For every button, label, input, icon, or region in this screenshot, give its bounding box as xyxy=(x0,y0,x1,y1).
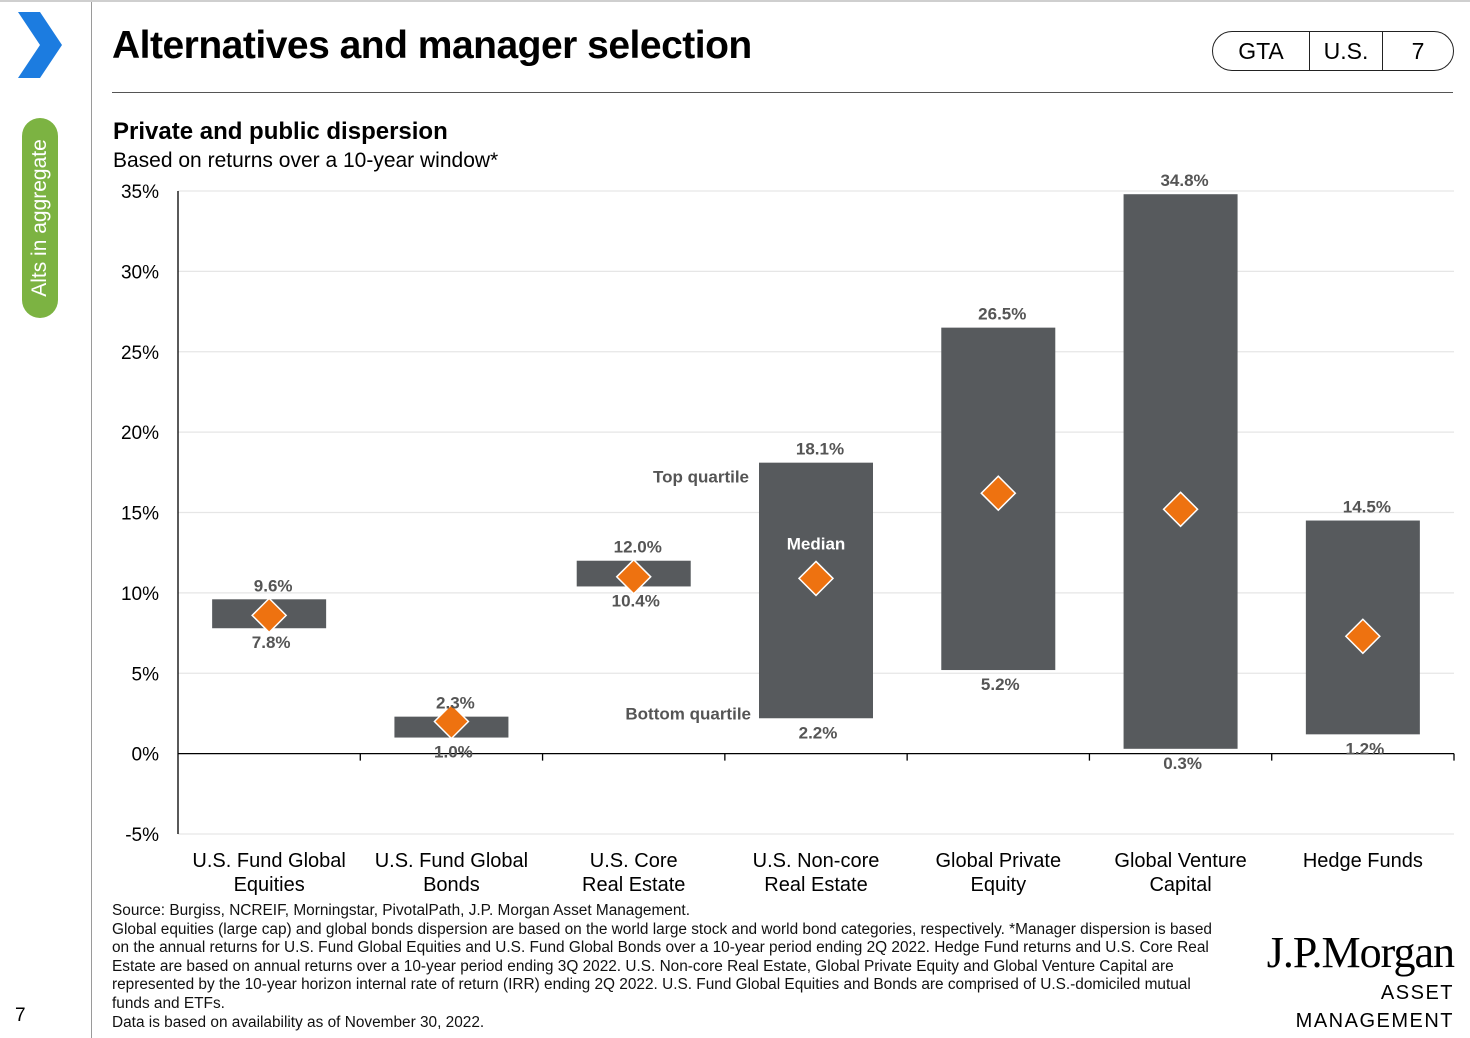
annotation-bottom-quartile: Bottom quartile xyxy=(625,704,751,723)
median-marker xyxy=(1344,618,1381,655)
top-quartile-label: 34.8% xyxy=(1160,171,1208,190)
median-marker xyxy=(980,475,1017,512)
y-tick-label: 20% xyxy=(121,423,159,444)
dispersion-bar xyxy=(1123,194,1238,749)
y-tick-label: -5% xyxy=(125,825,159,846)
tag-region[interactable]: U.S. xyxy=(1310,32,1383,70)
category-label: U.S. Fund Global xyxy=(192,850,345,872)
y-tick-label: 10% xyxy=(121,584,159,605)
y-tick-label: 35% xyxy=(121,182,159,203)
category-label: Hedge Funds xyxy=(1303,850,1423,872)
tag-group: GTA U.S. 7 xyxy=(1212,31,1454,71)
bottom-quartile-label: 10.4% xyxy=(612,591,660,610)
tag-gta[interactable]: GTA xyxy=(1213,32,1310,70)
median-marker xyxy=(251,597,288,634)
chart-subtitle: Based on returns over a 10-year window* xyxy=(113,149,499,172)
top-quartile-label: 14.5% xyxy=(1343,498,1391,517)
bottom-quartile-label: 5.2% xyxy=(981,675,1020,694)
y-tick-label: 30% xyxy=(121,262,159,283)
category-label: Real Estate xyxy=(582,874,685,896)
bottom-quartile-label: 1.2% xyxy=(1345,739,1384,758)
category-label: Capital xyxy=(1149,874,1211,896)
annotation-top-quartile: Top quartile xyxy=(653,468,749,487)
logo-wordmark: J.P.Morgan xyxy=(1266,928,1455,977)
category-label: Global Venture xyxy=(1114,850,1246,872)
bottom-quartile-label: 7.8% xyxy=(252,633,291,652)
footnote: Source: Burgiss, NCREIF, Morningstar, Pi… xyxy=(112,902,1228,1032)
bottom-quartile-label: 2.2% xyxy=(799,723,838,742)
page-number: 7 xyxy=(15,1005,26,1026)
annotation-median: Median xyxy=(787,534,846,553)
tag-page[interactable]: 7 xyxy=(1411,37,1425,64)
bottom-quartile-label: 1.0% xyxy=(434,743,473,762)
top-quartile-label: 18.1% xyxy=(796,440,844,459)
category-label: Bonds xyxy=(423,874,480,896)
median-marker xyxy=(1162,491,1199,528)
top-quartile-label: 9.6% xyxy=(254,576,293,595)
median-marker xyxy=(615,558,652,595)
y-tick-label: 0% xyxy=(132,745,160,766)
top-quartile-label: 26.5% xyxy=(978,305,1026,324)
median-marker xyxy=(433,703,470,740)
chart-title: Private and public dispersion xyxy=(113,118,448,145)
bottom-quartile-label: 0.3% xyxy=(1163,754,1202,773)
top-rule xyxy=(0,0,1470,2)
footnote-availability: Data is based on availability as of Nove… xyxy=(112,1013,485,1031)
footnote-notes: Global equities (large cap) and global b… xyxy=(112,920,1212,1012)
footnote-source: Source: Burgiss, NCREIF, Morningstar, Pi… xyxy=(112,902,690,919)
header-divider xyxy=(112,92,1453,93)
category-label: U.S. Fund Global xyxy=(375,850,528,872)
top-quartile-label: 12.0% xyxy=(614,538,662,557)
logo-subtitle: ASSET MANAGEMENT xyxy=(1295,982,1454,1032)
category-label: Equity xyxy=(970,874,1026,896)
category-label: Real Estate xyxy=(764,874,867,896)
median-marker xyxy=(797,560,835,597)
chevron-right-icon[interactable] xyxy=(14,12,64,78)
page-title: Alternatives and manager selection xyxy=(112,24,752,67)
y-tick-label: 5% xyxy=(132,664,160,685)
sidebar-divider xyxy=(91,2,92,1038)
jpmorgan-logo: J.P.Morgan ASSET MANAGEMENT xyxy=(1238,925,1455,1035)
category-label: U.S. Core xyxy=(590,850,678,872)
y-tick-label: 15% xyxy=(121,504,159,525)
category-label: Equities xyxy=(234,874,305,896)
section-tab[interactable]: Alts in aggregate xyxy=(22,118,58,318)
category-label: U.S. Non-core xyxy=(753,850,880,872)
top-quartile-label: 2.3% xyxy=(436,694,475,713)
category-label: Global Private xyxy=(935,850,1061,872)
y-tick-label: 25% xyxy=(121,343,159,364)
